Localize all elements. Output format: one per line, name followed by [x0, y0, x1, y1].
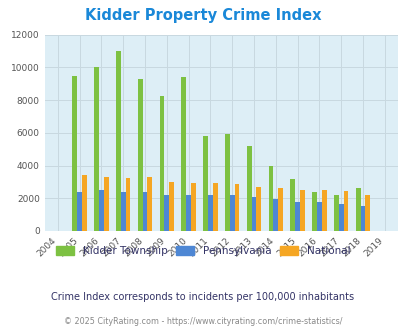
Bar — [355, 188, 360, 231]
Bar — [181, 77, 186, 231]
Bar — [94, 67, 99, 231]
Bar — [360, 207, 364, 231]
Bar — [169, 182, 173, 231]
Bar — [186, 195, 190, 231]
Text: Kidder Property Crime Index: Kidder Property Crime Index — [85, 8, 320, 23]
Bar — [159, 96, 164, 231]
Bar — [338, 204, 343, 231]
Bar — [82, 175, 87, 231]
Bar — [72, 76, 77, 231]
Bar — [321, 190, 326, 231]
Text: Crime Index corresponds to incidents per 100,000 inhabitants: Crime Index corresponds to incidents per… — [51, 292, 354, 302]
Bar — [224, 134, 229, 231]
Bar — [116, 51, 120, 231]
Bar — [202, 136, 207, 231]
Bar — [277, 188, 282, 231]
Bar — [246, 146, 251, 231]
Bar — [164, 195, 169, 231]
Bar — [311, 192, 316, 231]
Bar — [290, 179, 294, 231]
Bar — [77, 192, 82, 231]
Bar — [104, 177, 108, 231]
Bar — [299, 190, 304, 231]
Bar — [333, 195, 338, 231]
Bar — [120, 192, 125, 231]
Bar — [273, 199, 277, 231]
Bar — [229, 195, 234, 231]
Bar — [256, 187, 260, 231]
Bar — [125, 178, 130, 231]
Text: © 2025 CityRating.com - https://www.cityrating.com/crime-statistics/: © 2025 CityRating.com - https://www.city… — [64, 317, 341, 326]
Bar — [190, 183, 195, 231]
Bar — [99, 190, 104, 231]
Bar — [207, 195, 212, 231]
Bar — [251, 197, 256, 231]
Bar — [234, 183, 239, 231]
Bar — [364, 195, 369, 231]
Bar — [212, 183, 217, 231]
Bar — [268, 166, 273, 231]
Bar — [294, 202, 299, 231]
Bar — [343, 191, 347, 231]
Bar — [316, 202, 321, 231]
Bar — [142, 192, 147, 231]
Bar — [137, 79, 142, 231]
Legend: Kidder Township, Pennsylvania, National: Kidder Township, Pennsylvania, National — [51, 242, 354, 260]
Bar — [147, 177, 152, 231]
